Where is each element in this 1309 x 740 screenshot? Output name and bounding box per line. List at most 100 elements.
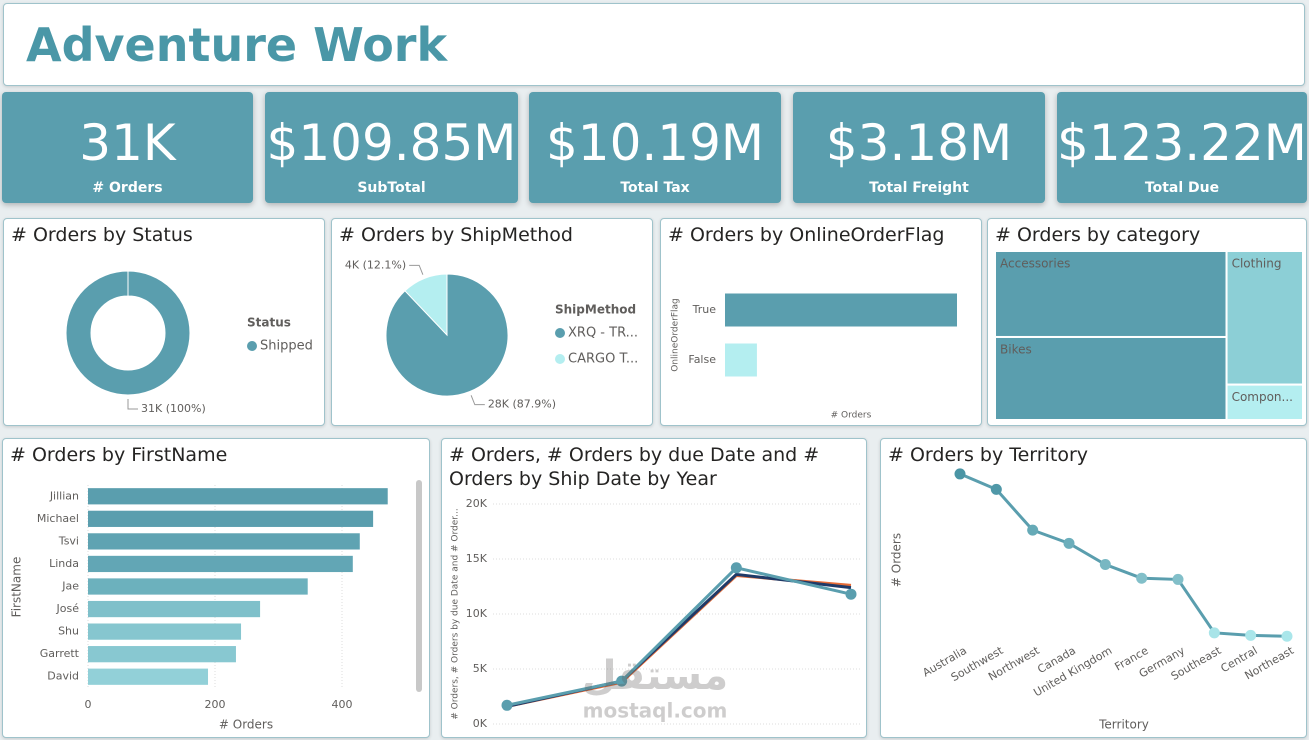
kpi-card: $3.18M Total Freight	[793, 92, 1045, 203]
point	[730, 562, 742, 574]
category-label: Shu	[58, 625, 79, 638]
chart-title: # Orders by FirstName	[10, 444, 228, 466]
bar	[725, 293, 957, 327]
watermark: mostaql.com	[583, 699, 728, 723]
scrollbar	[416, 480, 422, 692]
y-axis-title: OnlineOrderFlag	[671, 298, 681, 372]
kpi-value: $3.18M	[825, 114, 1013, 172]
kpi-label: Total Freight	[869, 180, 969, 196]
x-axis-title: # Orders	[219, 718, 273, 732]
x-axis-title: # Orders	[831, 411, 872, 421]
data-label: 4K (12.1%)	[345, 258, 406, 271]
chart-title: # Orders by Territory	[888, 444, 1089, 466]
chart-title: # Orders by OnlineOrderFlag	[668, 224, 945, 246]
category-label: Jillian	[49, 489, 79, 502]
point	[616, 675, 628, 687]
data-label: 28K (87.9%)	[488, 398, 556, 411]
category-label: Linda	[49, 557, 79, 570]
kpi-label: Total Due	[1144, 180, 1220, 196]
point	[1245, 629, 1257, 641]
kpi-label: SubTotal	[357, 180, 426, 196]
kpi-card: $109.85M SubTotal	[265, 92, 518, 203]
page-title: Adventure Work	[26, 18, 448, 72]
kpi-card: $10.19M Total Tax	[529, 92, 781, 203]
category-label: Garrett	[40, 647, 80, 660]
watermark: مستقل	[582, 653, 728, 699]
kpi-card: $123.22M Total Due	[1057, 92, 1307, 203]
y-tick-label: 20K	[466, 497, 488, 510]
legend-title: Status	[247, 316, 291, 330]
legend-label: Shipped	[260, 339, 313, 354]
y-tick-label: 0K	[473, 717, 488, 730]
y-axis-title: # Orders, # Orders by due Date and # Ord…	[451, 508, 461, 720]
leader-line	[127, 399, 138, 410]
legend-title: ShipMethod	[555, 303, 636, 317]
point	[1136, 572, 1148, 584]
bar	[88, 510, 374, 527]
point	[1063, 537, 1075, 549]
cell-label: Clothing	[1232, 257, 1282, 271]
line	[506, 566, 852, 707]
bar	[88, 600, 261, 618]
bar	[88, 488, 388, 505]
slice	[404, 273, 448, 337]
point	[990, 483, 1002, 495]
x-tick-label: 0	[85, 698, 92, 711]
leader-line	[409, 264, 424, 275]
kpi-label: # Orders	[92, 180, 163, 196]
legend-label: XRQ - TR...	[568, 326, 638, 341]
cell-label: Compon...	[1232, 390, 1293, 404]
y-tick-label: 15K	[466, 552, 488, 565]
x-axis-title: Territory	[1098, 718, 1149, 732]
kpi-label: Total Tax	[620, 180, 690, 196]
line	[959, 472, 1288, 638]
point	[1172, 573, 1184, 585]
chart-title: # Orders by Status	[11, 224, 193, 246]
bar	[725, 343, 757, 377]
point	[501, 699, 513, 711]
point	[1027, 524, 1039, 536]
kpi-value: $10.19M	[545, 114, 765, 172]
point	[845, 588, 857, 600]
legend-marker	[247, 341, 257, 351]
point	[954, 468, 966, 480]
point	[1099, 559, 1111, 571]
x-tick-label: 400	[332, 698, 353, 711]
bar	[88, 623, 242, 640]
treemap-cell	[1225, 383, 1304, 421]
point	[1208, 627, 1220, 639]
y-axis-title: FirstName	[10, 557, 24, 618]
chart-panel: # Orders by Territory	[880, 438, 1307, 738]
x-tick-label: 200	[205, 698, 226, 711]
legend-marker	[555, 354, 565, 364]
slice	[65, 270, 191, 396]
kpi-card: 31K # Orders	[2, 92, 253, 203]
y-tick-label: 10K	[466, 607, 488, 620]
treemap-cell	[994, 250, 1228, 338]
category-label: Jae	[61, 580, 79, 593]
treemap-cell	[994, 335, 1228, 421]
point	[1281, 630, 1293, 642]
cell-label: Bikes	[1000, 342, 1032, 356]
chart-title: # Orders by category	[995, 224, 1201, 246]
kpi-value: 31K	[79, 114, 176, 172]
category-label: Tsvi	[58, 534, 79, 547]
y-axis-title: # Orders	[890, 533, 904, 587]
bar	[88, 578, 308, 595]
bar	[88, 668, 209, 685]
chart-panel: # Orders, # Orders by due Date and # Ord…	[441, 438, 867, 738]
category-label: True	[692, 303, 717, 316]
treemap-cell	[1225, 250, 1304, 386]
kpi-value: $123.22M	[1057, 114, 1307, 172]
category-label: David	[47, 670, 79, 683]
category-label: Michael	[37, 512, 79, 525]
legend-marker	[555, 328, 565, 338]
legend-label: CARGO T...	[568, 352, 638, 367]
data-label: 31K (100%)	[141, 402, 206, 415]
chart-title: # Orders, # Orders by due Date and # Ord…	[449, 444, 820, 490]
bar	[88, 533, 360, 550]
leader-line	[470, 395, 485, 406]
bar	[88, 555, 353, 573]
